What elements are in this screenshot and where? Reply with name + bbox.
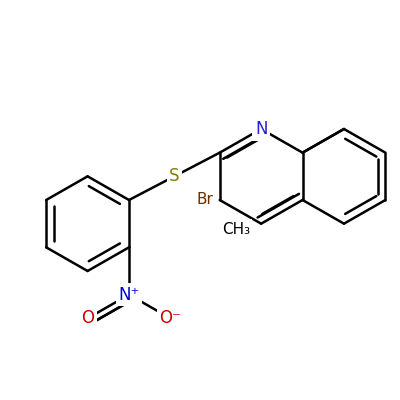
Text: N: N [255,120,267,138]
Text: CH₃: CH₃ [222,222,250,237]
Text: O: O [81,309,94,327]
Text: S: S [169,167,180,185]
Text: O⁻: O⁻ [160,309,181,327]
Text: Br: Br [197,192,214,208]
Text: N⁺: N⁺ [118,286,140,304]
